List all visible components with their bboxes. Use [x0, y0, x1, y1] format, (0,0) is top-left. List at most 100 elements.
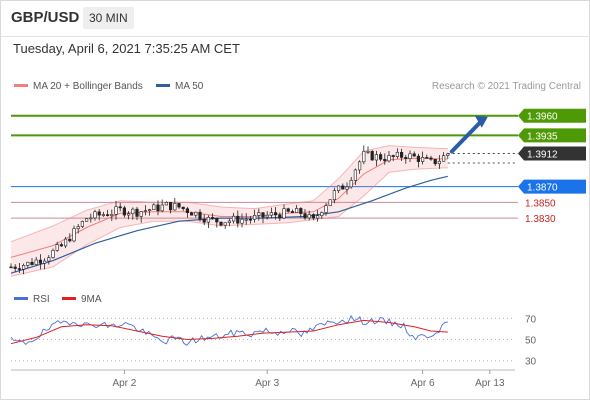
candle-body [232, 215, 236, 222]
rsi-ma-line [10, 319, 448, 345]
bollinger-band-fill [11, 145, 448, 277]
candle-body [311, 214, 316, 219]
candle-body [399, 151, 404, 158]
candle-body [223, 222, 227, 226]
candle-body [290, 211, 295, 213]
candle-body [156, 204, 160, 212]
candle-body [425, 157, 429, 159]
candle-body [320, 212, 324, 216]
candle-body [47, 257, 51, 262]
candle-body [55, 244, 59, 251]
candle-body [328, 199, 332, 207]
candle-body [307, 214, 311, 219]
candle-body [68, 238, 72, 242]
candle-body [253, 215, 257, 220]
candle-body [244, 218, 248, 221]
candle-body [374, 154, 379, 161]
legend-swatch-rsi [14, 297, 28, 300]
candle-body [139, 211, 143, 217]
candle-body [437, 160, 442, 165]
candle-body [345, 186, 349, 190]
level-label-1.3850: 1.3850 [525, 198, 556, 209]
level-tag-1.3935 [518, 128, 586, 143]
legend-label-rsi: RSI [33, 294, 50, 305]
candle-body [446, 153, 450, 156]
candle-body [21, 265, 26, 270]
candle-body [211, 217, 215, 219]
candle-body [51, 250, 55, 258]
candle-body [353, 169, 358, 181]
candle-body [366, 151, 370, 153]
candle-body [26, 261, 30, 266]
level-label-1.3935: 1.3935 [527, 131, 558, 142]
timeframe-badge[interactable]: 30 MIN [83, 7, 134, 29]
candle-body [412, 153, 416, 157]
candle-body [164, 202, 169, 206]
x-axis: Apr 2 Apr 3 Apr 6 Apr 13 [112, 370, 505, 389]
candle-body [206, 217, 211, 223]
candle-body [383, 158, 387, 162]
chart-header: GBP/USD 30 MIN [0, 0, 588, 37]
candle-body [404, 157, 408, 159]
candle-body [181, 206, 185, 210]
candle-body [198, 211, 202, 220]
candle-body [257, 212, 261, 216]
candle-body [433, 158, 437, 165]
candle-body [42, 260, 47, 264]
candle-body [420, 157, 425, 162]
bollinger-lower-line [10, 167, 448, 277]
candle-body [202, 218, 206, 223]
candle-body [160, 204, 164, 212]
candle-body [261, 212, 265, 218]
candle-body [215, 217, 219, 223]
candle-body [30, 261, 34, 265]
candle-body [185, 208, 190, 214]
candle-body [64, 238, 68, 247]
candle-body [148, 209, 152, 211]
level-label-1.3870: 1.3870 [527, 183, 558, 194]
candle-body [89, 217, 93, 220]
candle-body [332, 190, 337, 201]
legend-swatch-bollinger [14, 84, 28, 87]
candle-body [76, 226, 80, 229]
candle-body [240, 218, 244, 224]
x-tick-label-Apr 3: Apr 3 [255, 378, 279, 389]
candle-body [173, 203, 177, 211]
candle-body [85, 218, 89, 222]
legend-label-ma50: MA 50 [175, 81, 204, 92]
candle-body [236, 215, 240, 224]
candle-body [416, 155, 421, 162]
candle-body [101, 214, 105, 216]
candle-body [357, 161, 362, 171]
rsi-tick-label-30: 30 [525, 357, 537, 368]
candle-body [441, 155, 446, 162]
candle-body [273, 212, 278, 216]
level-tag-1.3870 [518, 179, 586, 194]
candle-body [13, 266, 17, 269]
candle-body [9, 266, 13, 269]
price-plot: 1.3960 1.3935 1.3912 1.3870 1.3850 1.3830 [9, 108, 586, 277]
candle-body [110, 214, 114, 216]
candle-body [194, 211, 198, 216]
candle-body [336, 185, 341, 191]
level-label-1.3912: 1.3912 [527, 149, 558, 160]
x-tick-label-Apr 6: Apr 6 [411, 378, 435, 389]
candle-body [408, 153, 412, 159]
candle-body [299, 208, 303, 214]
candle-body [127, 213, 131, 216]
projection-arrow-head [474, 115, 488, 128]
level-label-1.3830: 1.3830 [525, 214, 556, 225]
legend-swatch-ma50 [156, 84, 170, 87]
rsi-plot: 70 50 30 [10, 314, 537, 368]
bollinger-upper-line [10, 145, 448, 243]
candle-body [282, 208, 286, 219]
candle-body [370, 151, 374, 161]
rsi-line [10, 314, 448, 346]
x-tick-label-Apr 2: Apr 2 [112, 378, 136, 389]
candle-body [362, 151, 366, 163]
datetime-label: Tuesday, April 6, 2021 7:35:25 AM CET [13, 41, 240, 56]
candle-body [169, 202, 173, 211]
candle-body [72, 228, 76, 242]
level-tag-1.3960 [518, 108, 586, 123]
